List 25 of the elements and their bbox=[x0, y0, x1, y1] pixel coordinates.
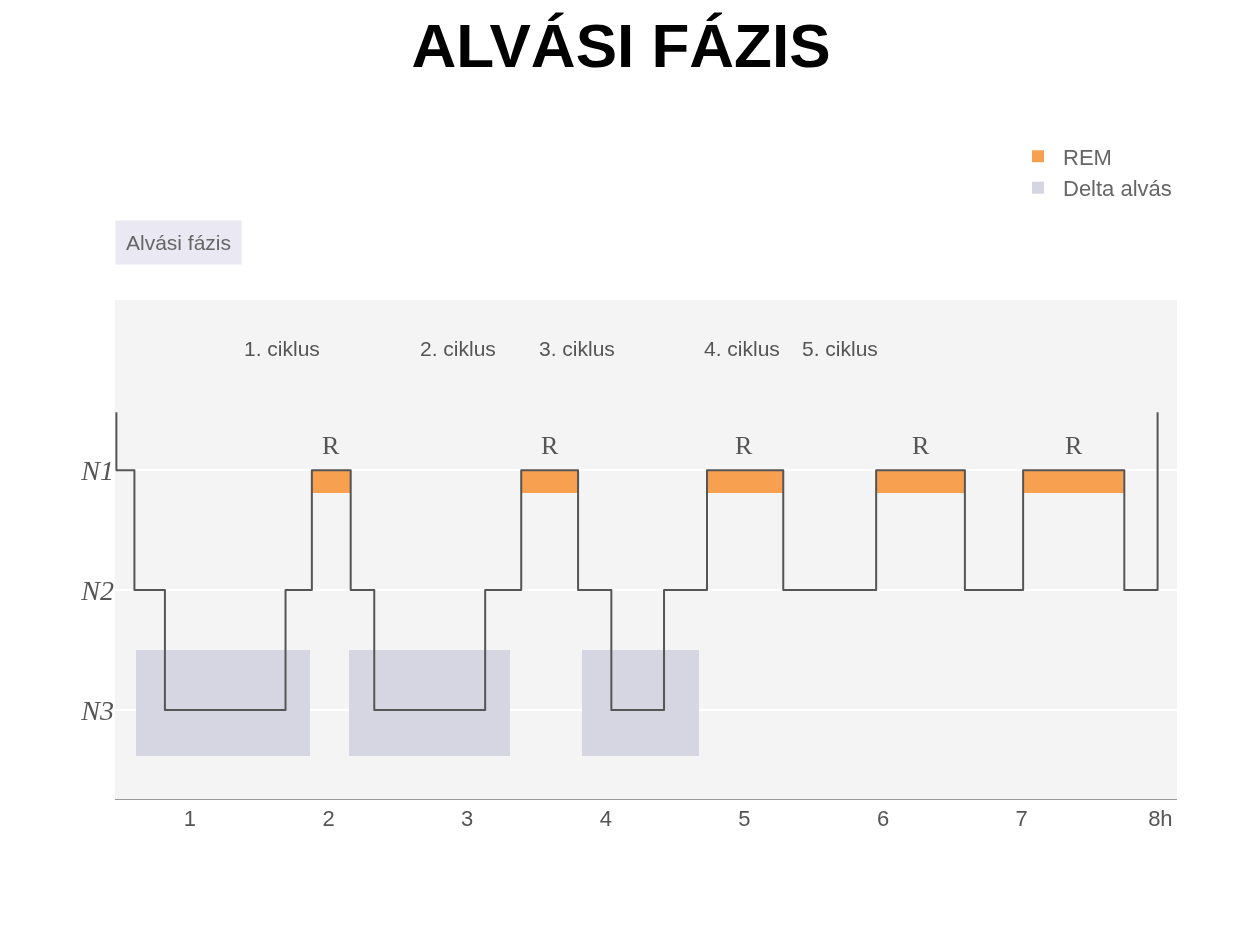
legend-label: Delta alvás bbox=[1063, 176, 1172, 202]
annotation: R bbox=[541, 431, 559, 460]
x-tick-label: 6 bbox=[876, 806, 890, 832]
x-tick-label: 4 bbox=[599, 806, 612, 832]
x-tick-label: 5 bbox=[738, 806, 751, 832]
category-label: N1 bbox=[81, 455, 114, 486]
annotation: R bbox=[735, 431, 753, 460]
text: 2. ciklus bbox=[420, 337, 496, 360]
x-tick-label: 3 bbox=[461, 806, 474, 832]
text: 4. ciklus bbox=[704, 337, 780, 360]
x-tick-label: 1 bbox=[183, 806, 196, 832]
x-tick-label: 8h bbox=[1148, 806, 1173, 832]
annotation: R bbox=[322, 431, 340, 460]
category-label: N3 bbox=[81, 694, 114, 726]
chart-title: ALVÁSI FÁZIS bbox=[411, 11, 831, 81]
text: 5. ciklus bbox=[802, 337, 878, 360]
text: 3. ciklus bbox=[539, 337, 615, 360]
text: Alvási fázis bbox=[126, 231, 232, 254]
x-tick-label: 7 bbox=[1015, 806, 1028, 832]
legend-label: REM bbox=[1063, 144, 1112, 170]
x-tick-label: 2 bbox=[322, 806, 335, 832]
text: 1. ciklus bbox=[244, 337, 320, 360]
annotation: R bbox=[912, 431, 930, 460]
category-label: N2 bbox=[81, 574, 114, 606]
annotation: R bbox=[1065, 431, 1083, 460]
